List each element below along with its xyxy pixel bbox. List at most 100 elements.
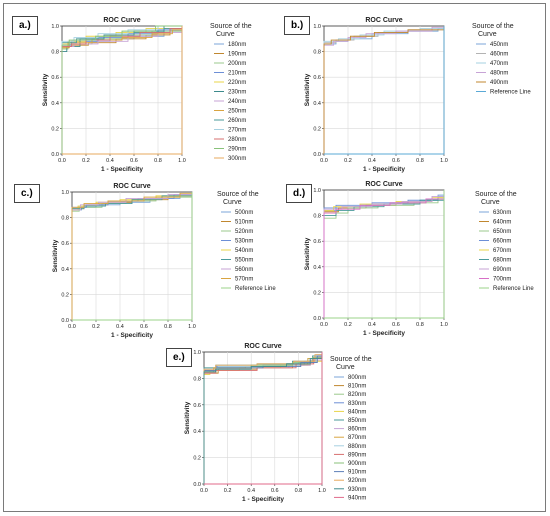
legend-item-label: 870nm bbox=[348, 435, 366, 441]
legend-item-label: Reference Line bbox=[493, 286, 534, 292]
legend-item-label: Reference Line bbox=[490, 90, 531, 96]
x-tick-label: 0.2 bbox=[344, 322, 352, 328]
legend-item-label: 490nm bbox=[490, 80, 508, 86]
chart-title: ROC Curve bbox=[365, 181, 402, 188]
legend-item-label: 860nm bbox=[348, 427, 366, 433]
series-line-reference-line bbox=[72, 192, 193, 321]
legend-item-label: 800nm bbox=[348, 375, 366, 381]
legend-item-label: 540nm bbox=[235, 248, 253, 254]
legend-item-label: 530nm bbox=[235, 239, 253, 245]
series-line-280nm bbox=[61, 26, 183, 154]
panel-letter-a: a.) bbox=[12, 16, 38, 35]
series-line-270nm bbox=[61, 25, 182, 154]
x-axis-label: 1 - Specificity bbox=[363, 330, 405, 337]
x-tick-label: 0.6 bbox=[140, 324, 148, 330]
legend-item-label: 260nm bbox=[228, 118, 246, 124]
x-tick-label: 1.0 bbox=[178, 158, 186, 164]
legend-title-line2: Curve bbox=[336, 364, 355, 371]
series-line-210nm bbox=[61, 26, 183, 154]
legend-item-label: 180nm bbox=[228, 42, 246, 48]
legend-item-label: 500nm bbox=[235, 210, 253, 216]
legend-title: Source of the bbox=[217, 191, 259, 198]
chart-title: ROC Curve bbox=[365, 17, 402, 24]
legend-item-label: Reference Line bbox=[235, 286, 276, 292]
y-axis-label: Sensitivity bbox=[304, 237, 311, 270]
panel-b: 0.0 0.2 0.4 0.6 0.8 1.0 0.0 0.2 0.4 0.6 0.8 1.0 ROC … bbox=[282, 12, 540, 176]
x-tick-label: 0.6 bbox=[271, 488, 279, 494]
legend-item-label: 270nm bbox=[228, 128, 246, 134]
series-line-290nm bbox=[61, 25, 182, 154]
y-tick-label: 0.0 bbox=[61, 318, 69, 324]
y-tick-label: 0.2 bbox=[313, 290, 321, 296]
y-axis-label: Sensitivity bbox=[42, 73, 49, 106]
legend-item-label: 810nm bbox=[348, 384, 366, 390]
y-tick-label: 0.6 bbox=[313, 239, 321, 245]
series-line-920nm bbox=[203, 352, 323, 484]
panel-letter-d: d.) bbox=[286, 184, 313, 203]
legend-item-label: 560nm bbox=[235, 267, 253, 273]
legend-item-label: 250nm bbox=[228, 109, 246, 115]
x-tick-label: 0.8 bbox=[154, 158, 162, 164]
legend-item-label: 220nm bbox=[228, 80, 246, 86]
y-tick-label: 0.6 bbox=[61, 241, 69, 247]
legend-title: Source of the bbox=[475, 191, 517, 198]
x-tick-label: 1.0 bbox=[188, 324, 196, 330]
legend-item-label: 210nm bbox=[228, 71, 246, 77]
y-tick-label: 0.0 bbox=[313, 316, 321, 322]
x-tick-label: 0.4 bbox=[106, 158, 114, 164]
y-tick-label: 0.4 bbox=[61, 267, 69, 273]
roc-chart-e: 0.0 0.2 0.4 0.6 0.8 1.0 0.0 0.2 0.4 0.6 0.8 1.0 ROC … bbox=[184, 343, 372, 503]
x-axis-label: 1 - Specificity bbox=[363, 166, 405, 173]
y-tick-label: 1.0 bbox=[313, 24, 321, 30]
x-tick-label: 0.8 bbox=[295, 488, 303, 494]
y-tick-label: 0.4 bbox=[313, 265, 321, 271]
legend-item-label: 640nm bbox=[493, 220, 511, 226]
y-tick-label: 0.8 bbox=[51, 50, 59, 56]
legend-item-label: 480nm bbox=[490, 71, 508, 77]
legend-item-label: 450nm bbox=[490, 42, 508, 48]
x-tick-label: 0.0 bbox=[68, 324, 76, 330]
panel-letter-b: b.) bbox=[284, 16, 311, 35]
y-tick-label: 0.8 bbox=[313, 50, 321, 56]
legend-item-label: 460nm bbox=[490, 52, 508, 58]
legend-item-label: 520nm bbox=[235, 229, 253, 235]
panel-c: 0.0 0.2 0.4 0.6 0.8 1.0 0.0 0.2 0.4 0.6 0.8 1.0 ROC … bbox=[12, 176, 276, 340]
legend-item-label: 670nm bbox=[493, 248, 511, 254]
panel-letter-e: e.) bbox=[166, 348, 192, 367]
x-tick-label: 1.0 bbox=[440, 158, 448, 164]
series-line-700nm bbox=[323, 190, 445, 318]
legend-item-label: 920nm bbox=[348, 478, 366, 484]
chart-title: ROC Curve bbox=[113, 183, 150, 190]
legend-item-label: 570nm bbox=[235, 277, 253, 283]
chart-title: ROC Curve bbox=[103, 17, 140, 24]
y-tick-label: 0.0 bbox=[193, 482, 201, 488]
legend-item-label: 680nm bbox=[493, 258, 511, 264]
y-tick-label: 1.0 bbox=[51, 24, 59, 30]
series-line-490nm bbox=[323, 26, 445, 154]
y-tick-label: 0.6 bbox=[313, 75, 321, 81]
x-axis-label: 1 - Specificity bbox=[101, 166, 143, 173]
x-tick-label: 0.0 bbox=[58, 158, 66, 164]
series-line-reference-line bbox=[324, 26, 445, 155]
x-tick-label: 0.4 bbox=[116, 324, 124, 330]
legend-item-label: 700nm bbox=[493, 277, 511, 283]
legend-item-label: 200nm bbox=[228, 61, 246, 67]
legend-title: Source of the bbox=[210, 23, 252, 30]
legend-title: Source of the bbox=[330, 356, 372, 363]
x-axis-label: 1 - Specificity bbox=[111, 332, 153, 339]
x-tick-label: 0.0 bbox=[200, 488, 208, 494]
y-tick-label: 1.0 bbox=[61, 190, 69, 196]
legend-title-line2: Curve bbox=[481, 199, 500, 206]
x-tick-label: 1.0 bbox=[440, 322, 448, 328]
legend-item-label: 900nm bbox=[348, 461, 366, 467]
y-tick-label: 0.8 bbox=[193, 376, 201, 382]
legend-item-label: 910nm bbox=[348, 470, 366, 476]
legend-title-line2: Curve bbox=[478, 31, 497, 38]
chart-title: ROC Curve bbox=[244, 343, 281, 350]
x-tick-label: 0.4 bbox=[368, 322, 376, 328]
series-line-570nm bbox=[71, 192, 193, 320]
x-tick-label: 0.8 bbox=[416, 322, 424, 328]
series-line-480nm bbox=[323, 26, 445, 154]
legend-item-label: 660nm bbox=[493, 239, 511, 245]
legend-title-line2: Curve bbox=[216, 31, 235, 38]
